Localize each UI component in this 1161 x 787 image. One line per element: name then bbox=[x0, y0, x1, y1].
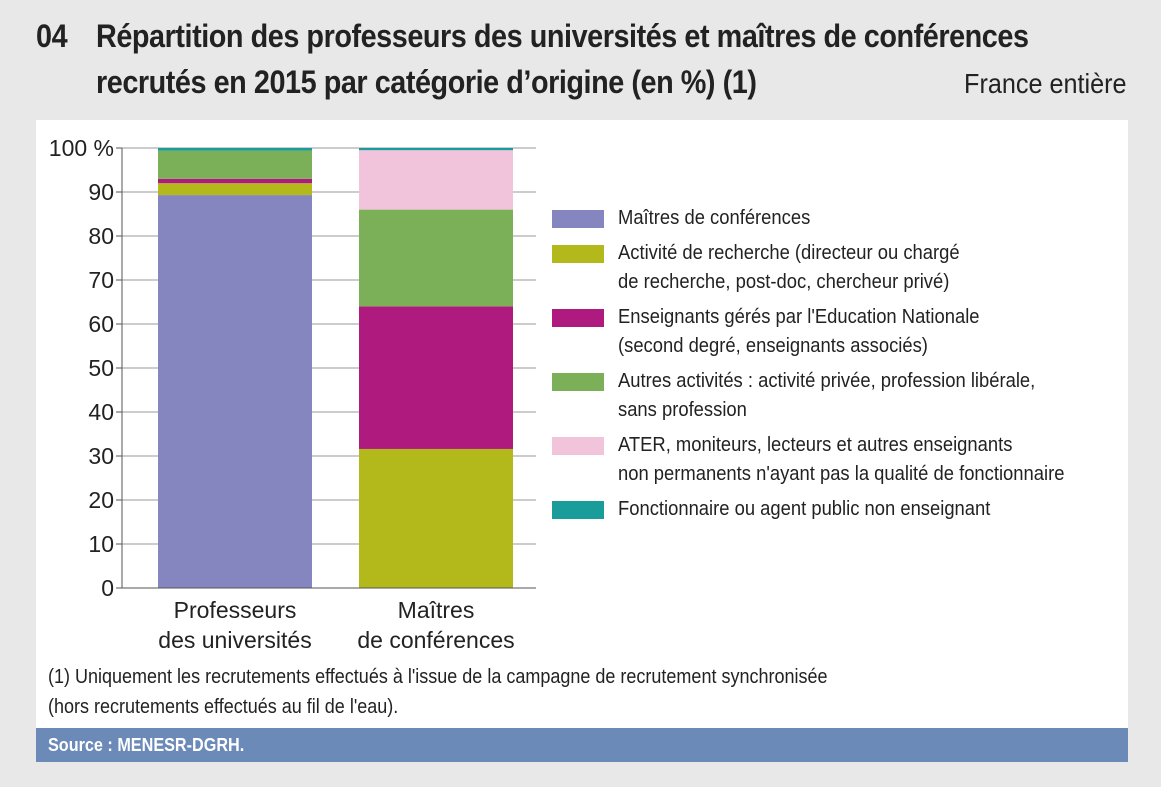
bar-segment-1-2 bbox=[158, 183, 312, 196]
bar-segment-2-3 bbox=[359, 306, 513, 449]
y-tick-label: 70 bbox=[88, 267, 114, 293]
y-tick-label: 50 bbox=[88, 355, 114, 381]
y-tick-label: 60 bbox=[88, 311, 114, 337]
legend-swatch bbox=[552, 309, 604, 327]
x-category-label: des universités bbox=[158, 627, 311, 653]
x-category-label: Professeurs bbox=[174, 597, 297, 623]
legend-swatch bbox=[552, 210, 604, 228]
legend-label: (second degré, enseignants associés) bbox=[618, 335, 928, 357]
x-category-label: Maîtres bbox=[398, 597, 475, 623]
bar-segment-1-1 bbox=[158, 195, 312, 588]
legend-swatch bbox=[552, 245, 604, 263]
bar-segment-2-2 bbox=[359, 448, 513, 588]
legend-label: Fonctionnaire ou agent public non enseig… bbox=[618, 498, 991, 520]
stacked-bar-chart: 0 10 20 30 40 50 60 70 80 90 100 % Professeurs des u… bbox=[49, 135, 536, 653]
legend-label: Activité de recherche (directeur ou char… bbox=[618, 242, 960, 264]
source-text: Source : MENESR-DGRH. bbox=[48, 735, 245, 755]
chart-panel: 0 10 20 30 40 50 60 70 80 90 100 % Professeurs des u… bbox=[36, 120, 1128, 728]
bar-segment-1-6 bbox=[158, 148, 312, 151]
legend-swatch bbox=[552, 501, 604, 519]
y-tick-label: 20 bbox=[88, 487, 114, 513]
legend-swatch bbox=[552, 437, 604, 455]
y-tick-label: 40 bbox=[88, 399, 114, 425]
source-bar: Source : MENESR-DGRH. bbox=[36, 728, 1128, 762]
legend-label: Autres activités : activité privée, prof… bbox=[618, 370, 1036, 392]
x-category-label: de conférences bbox=[357, 627, 514, 653]
footnote-line-1: (1) Uniquement les recrutements effectué… bbox=[48, 666, 828, 688]
y-tick-label: 80 bbox=[88, 223, 114, 249]
bar-segment-1-4 bbox=[158, 150, 312, 179]
bar-segment-1-3 bbox=[158, 178, 312, 184]
geographic-scope: France entière bbox=[964, 68, 1127, 99]
bar-segment-2-4 bbox=[359, 209, 513, 307]
legend-label: ATER, moniteurs, lecteurs et autres ense… bbox=[618, 434, 1013, 456]
y-tick-label: 30 bbox=[88, 443, 114, 469]
y-tick-label: 0 bbox=[101, 575, 114, 601]
y-tick-label: 10 bbox=[88, 531, 114, 557]
y-tick-label: 100 % bbox=[49, 135, 114, 161]
legend-label: non permanents n'ayant pas la qualité de… bbox=[618, 463, 1065, 485]
y-tick-label: 90 bbox=[88, 179, 114, 205]
chart-title-line-1: Répartition des professeurs des universi… bbox=[96, 18, 1029, 54]
legend-label: de recherche, post-doc, chercheur privé) bbox=[618, 271, 950, 293]
bar-segment-2-6 bbox=[359, 148, 513, 151]
figure-number: 04 bbox=[36, 18, 68, 54]
footnote-line-2: (hors recrutements effectués au fil de l… bbox=[48, 696, 399, 718]
legend-label: Enseignants gérés par l'Education Nation… bbox=[618, 306, 980, 328]
bar-segment-2-5 bbox=[359, 150, 513, 210]
legend-label: Maîtres de conférences bbox=[618, 207, 811, 229]
legend-label: sans profession bbox=[618, 399, 747, 421]
legend-swatch bbox=[552, 373, 604, 391]
chart-title-line-2: recrutés en 2015 par catégorie d’origine… bbox=[96, 64, 757, 100]
